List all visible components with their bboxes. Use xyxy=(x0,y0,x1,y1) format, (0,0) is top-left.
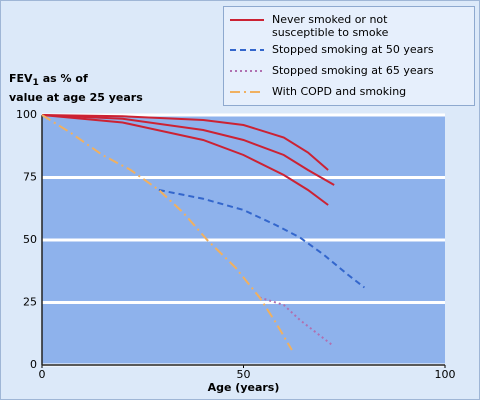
series-line xyxy=(158,189,366,289)
legend-entry: Stopped smoking at 50 years xyxy=(230,43,444,56)
x-tick-label: 100 xyxy=(435,368,456,381)
legend-entry: Never smoked or not susceptible to smoke xyxy=(230,13,444,39)
x-axis-label: Age (years) xyxy=(208,381,280,394)
y-label-sub: 1 xyxy=(32,77,39,89)
y-label-rest: as % of xyxy=(38,72,88,85)
legend-swatch xyxy=(230,19,264,21)
legend-label: With COPD and smoking xyxy=(272,85,407,98)
legend-swatch xyxy=(230,70,264,72)
y-tick-label: 0 xyxy=(30,358,37,371)
legend: Never smoked or not susceptible to smoke… xyxy=(223,6,475,106)
y-tick-label: 25 xyxy=(23,296,37,309)
legend-entry: Stopped smoking at 65 years xyxy=(230,64,444,77)
legend-label: Stopped smoking at 50 years xyxy=(272,43,434,56)
y-label-text: FEV xyxy=(9,72,33,85)
y-tick-label: 75 xyxy=(23,171,37,184)
legend-entry: With COPD and smoking xyxy=(230,85,444,98)
series-line xyxy=(41,114,329,206)
legend-label: Stopped smoking at 65 years xyxy=(272,64,434,77)
y-tick-label: 50 xyxy=(23,233,37,246)
y-axis-label: FEV1 as % of value at age 25 years xyxy=(9,71,143,105)
legend-label: Never smoked or not susceptible to smoke xyxy=(272,13,389,39)
x-tick-label: 50 xyxy=(237,368,251,381)
y-tick-label: 100 xyxy=(16,108,37,121)
legend-swatch xyxy=(230,49,264,51)
series-line xyxy=(41,114,329,171)
legend-swatch xyxy=(230,91,264,93)
x-tick-label: 0 xyxy=(39,368,46,381)
series-line xyxy=(41,114,335,186)
series-line xyxy=(259,296,333,346)
y-label-line2: value at age 25 years xyxy=(9,91,143,105)
